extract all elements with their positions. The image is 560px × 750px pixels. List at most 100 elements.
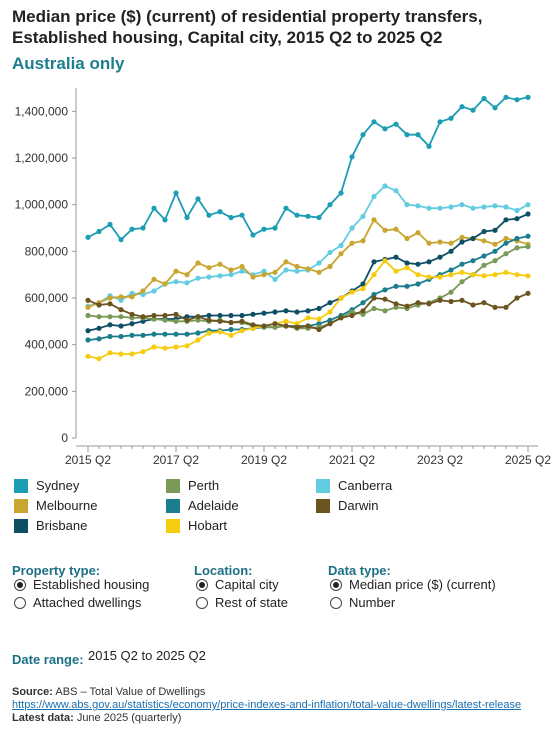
legend-label: Canberra <box>338 478 393 493</box>
data-point-adelaide <box>151 331 157 337</box>
data-point-sydney <box>503 94 509 100</box>
legend-item-darwin[interactable]: Darwin <box>316 498 378 513</box>
data-point-sydney <box>173 190 179 196</box>
data-point-brisbane <box>415 261 421 267</box>
data-point-hobart <box>184 343 190 349</box>
radio-established-housing[interactable]: Established housing <box>14 577 149 592</box>
data-point-brisbane <box>118 323 124 329</box>
date-range-value[interactable]: 2015 Q2 to 2025 Q2 <box>88 648 206 663</box>
data-point-melbourne <box>327 263 333 270</box>
data-point-adelaide <box>228 326 234 333</box>
data-point-melbourne <box>338 251 344 257</box>
data-point-sydney <box>382 126 388 132</box>
x-tick-label: 2021 Q2 <box>329 453 375 467</box>
data-point-adelaide <box>96 336 102 342</box>
data-point-brisbane <box>206 312 212 319</box>
legend-swatch <box>166 498 180 513</box>
radio-rest-of-state[interactable]: Rest of state <box>196 595 288 610</box>
data-point-brisbane <box>514 216 520 222</box>
data-point-melbourne <box>118 294 124 300</box>
data-point-darwin <box>426 301 432 307</box>
data-point-hobart <box>349 289 355 295</box>
data-point-melbourne <box>162 281 168 287</box>
data-point-hobart <box>437 274 443 280</box>
data-point-sydney <box>283 205 289 211</box>
data-point-canberra <box>503 204 509 210</box>
data-point-darwin <box>195 314 201 320</box>
data-point-brisbane <box>525 211 531 217</box>
data-point-perth <box>459 279 465 285</box>
legend-item-perth[interactable]: Perth <box>166 478 219 493</box>
data-point-sydney <box>371 119 377 125</box>
radio-number[interactable]: Number <box>330 595 395 610</box>
data-point-melbourne <box>195 260 201 266</box>
data-point-brisbane <box>261 310 267 316</box>
legend-item-sydney[interactable]: Sydney <box>14 478 79 493</box>
data-point-perth <box>118 314 124 320</box>
data-point-brisbane <box>316 305 322 312</box>
data-type-label: Data type: <box>328 563 391 578</box>
radio-label: Attached dwellings <box>33 595 142 610</box>
data-point-hobart <box>470 272 476 278</box>
data-point-melbourne <box>151 276 157 282</box>
data-point-adelaide <box>184 331 190 337</box>
data-point-sydney <box>107 221 113 228</box>
data-point-melbourne <box>129 294 135 300</box>
date-range-label: Date range: <box>12 652 84 667</box>
data-point-hobart <box>195 337 201 343</box>
legend-item-melbourne[interactable]: Melbourne <box>14 498 97 513</box>
data-point-melbourne <box>228 267 234 273</box>
data-point-hobart <box>151 344 157 350</box>
legend-label: Melbourne <box>36 498 98 513</box>
data-point-melbourne <box>250 274 256 280</box>
legend-swatch <box>316 478 330 493</box>
data-point-melbourne <box>503 235 509 242</box>
data-point-brisbane <box>239 312 245 319</box>
data-point-darwin <box>459 297 465 303</box>
data-point-darwin <box>206 317 212 323</box>
data-point-sydney <box>118 237 124 243</box>
data-point-sydney <box>470 107 476 113</box>
data-point-canberra <box>437 205 443 211</box>
data-point-darwin <box>404 303 410 309</box>
data-point-darwin <box>162 312 168 319</box>
data-point-canberra <box>514 207 520 214</box>
radio-label: Capital city <box>215 577 279 592</box>
radio-median-price[interactable]: Median price ($) (current) <box>330 577 496 592</box>
data-point-darwin <box>327 321 333 327</box>
data-point-sydney <box>151 205 157 211</box>
data-point-brisbane <box>294 309 300 315</box>
data-point-canberra <box>195 275 201 281</box>
chart-subtitle: Australia only <box>12 54 125 73</box>
data-point-hobart <box>118 351 124 357</box>
radio-unselected-icon <box>330 596 342 609</box>
data-point-canberra <box>294 268 300 274</box>
radio-unselected-icon <box>14 596 26 609</box>
data-point-sydney <box>85 234 91 240</box>
latest-data-text: June 2025 (quarterly) <box>76 712 182 724</box>
legend: Sydney Perth Canberra Melbourne Adelaide Darw… <box>14 478 554 538</box>
legend-item-canberra[interactable]: Canberra <box>316 478 392 493</box>
radio-capital-city[interactable]: Capital city <box>196 577 279 592</box>
location-label: Location: <box>194 563 253 578</box>
data-point-perth <box>481 262 487 268</box>
legend-swatch <box>166 518 180 533</box>
data-point-adelaide <box>129 332 135 338</box>
data-point-sydney <box>349 154 355 160</box>
data-point-adelaide <box>393 283 399 289</box>
data-point-darwin <box>228 319 234 326</box>
source-link[interactable]: https://www.abs.gov.au/statistics/econom… <box>12 699 522 711</box>
data-point-canberra <box>217 273 223 279</box>
data-point-brisbane <box>503 217 509 223</box>
data-point-adelaide <box>173 331 179 337</box>
legend-item-brisbane[interactable]: Brisbane <box>14 518 87 533</box>
legend-item-hobart[interactable]: Hobart <box>166 518 227 533</box>
data-point-canberra <box>470 205 476 211</box>
data-point-brisbane <box>96 325 102 331</box>
data-point-melbourne <box>426 240 432 246</box>
data-point-sydney <box>162 217 168 223</box>
data-point-darwin <box>272 321 278 327</box>
radio-attached-dwellings[interactable]: Attached dwellings <box>14 595 141 610</box>
legend-item-adelaide[interactable]: Adelaide <box>166 498 239 513</box>
y-tick-label: 1,200,000 <box>15 151 69 165</box>
